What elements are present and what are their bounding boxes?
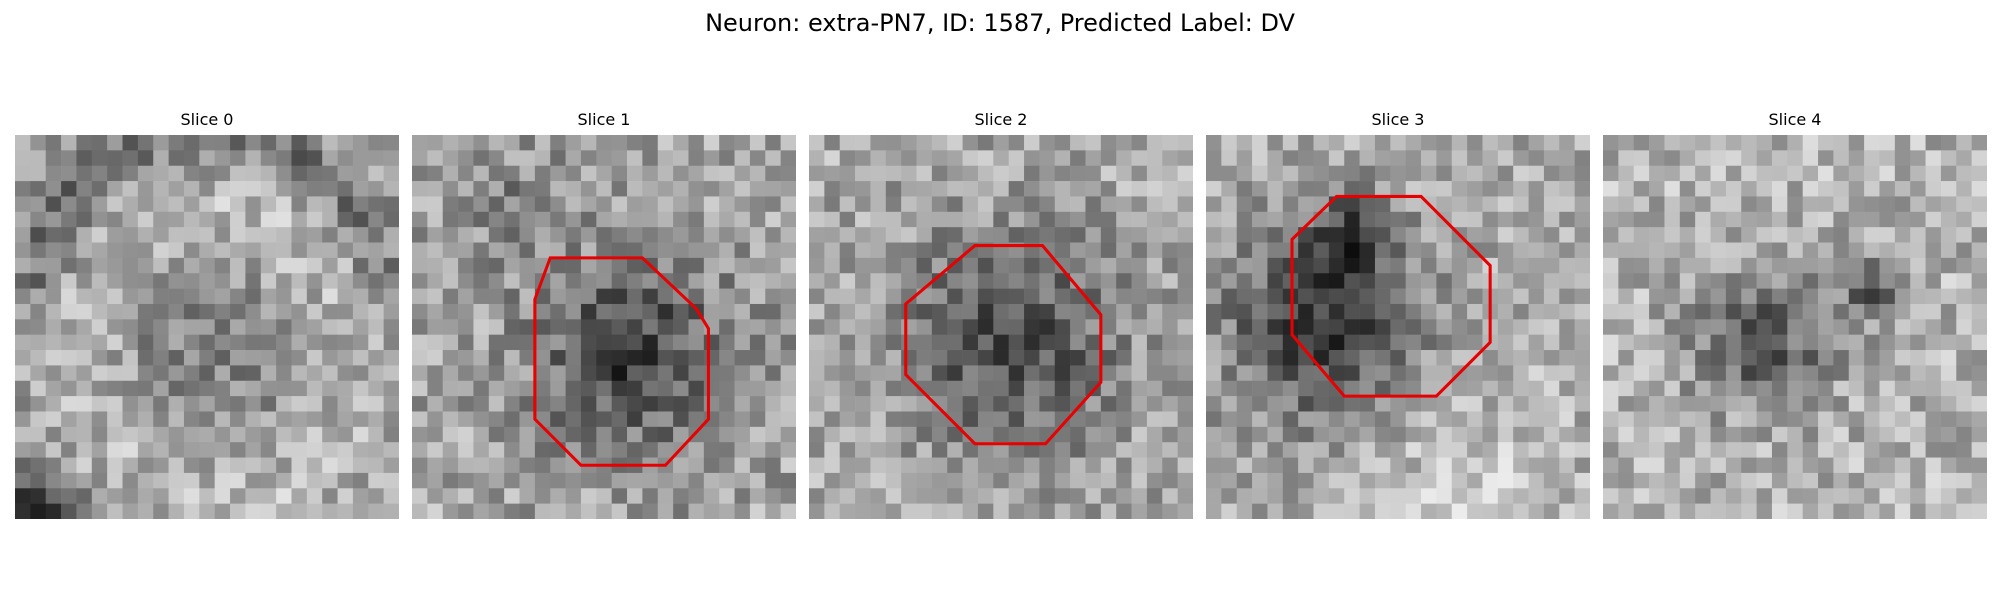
roi-outline-3 [1290, 194, 1492, 398]
slice-title-3: Slice 3 [1371, 110, 1425, 129]
slice-title-4: Slice 4 [1768, 110, 1822, 129]
roi-outline-2 [904, 244, 1103, 446]
slice-image-3 [1206, 135, 1590, 519]
slice-title-0: Slice 0 [180, 110, 234, 129]
slice-image-4 [1603, 135, 1987, 519]
roi-outline-1 [533, 256, 710, 467]
slice-title-1: Slice 1 [577, 110, 631, 129]
slice-image-1 [412, 135, 796, 519]
slice-image-0 [15, 135, 399, 519]
slice-title-2: Slice 2 [974, 110, 1028, 129]
slice-image-2 [809, 135, 1193, 519]
figure-title: Neuron: extra-PN7, ID: 1587, Predicted L… [705, 9, 1295, 37]
